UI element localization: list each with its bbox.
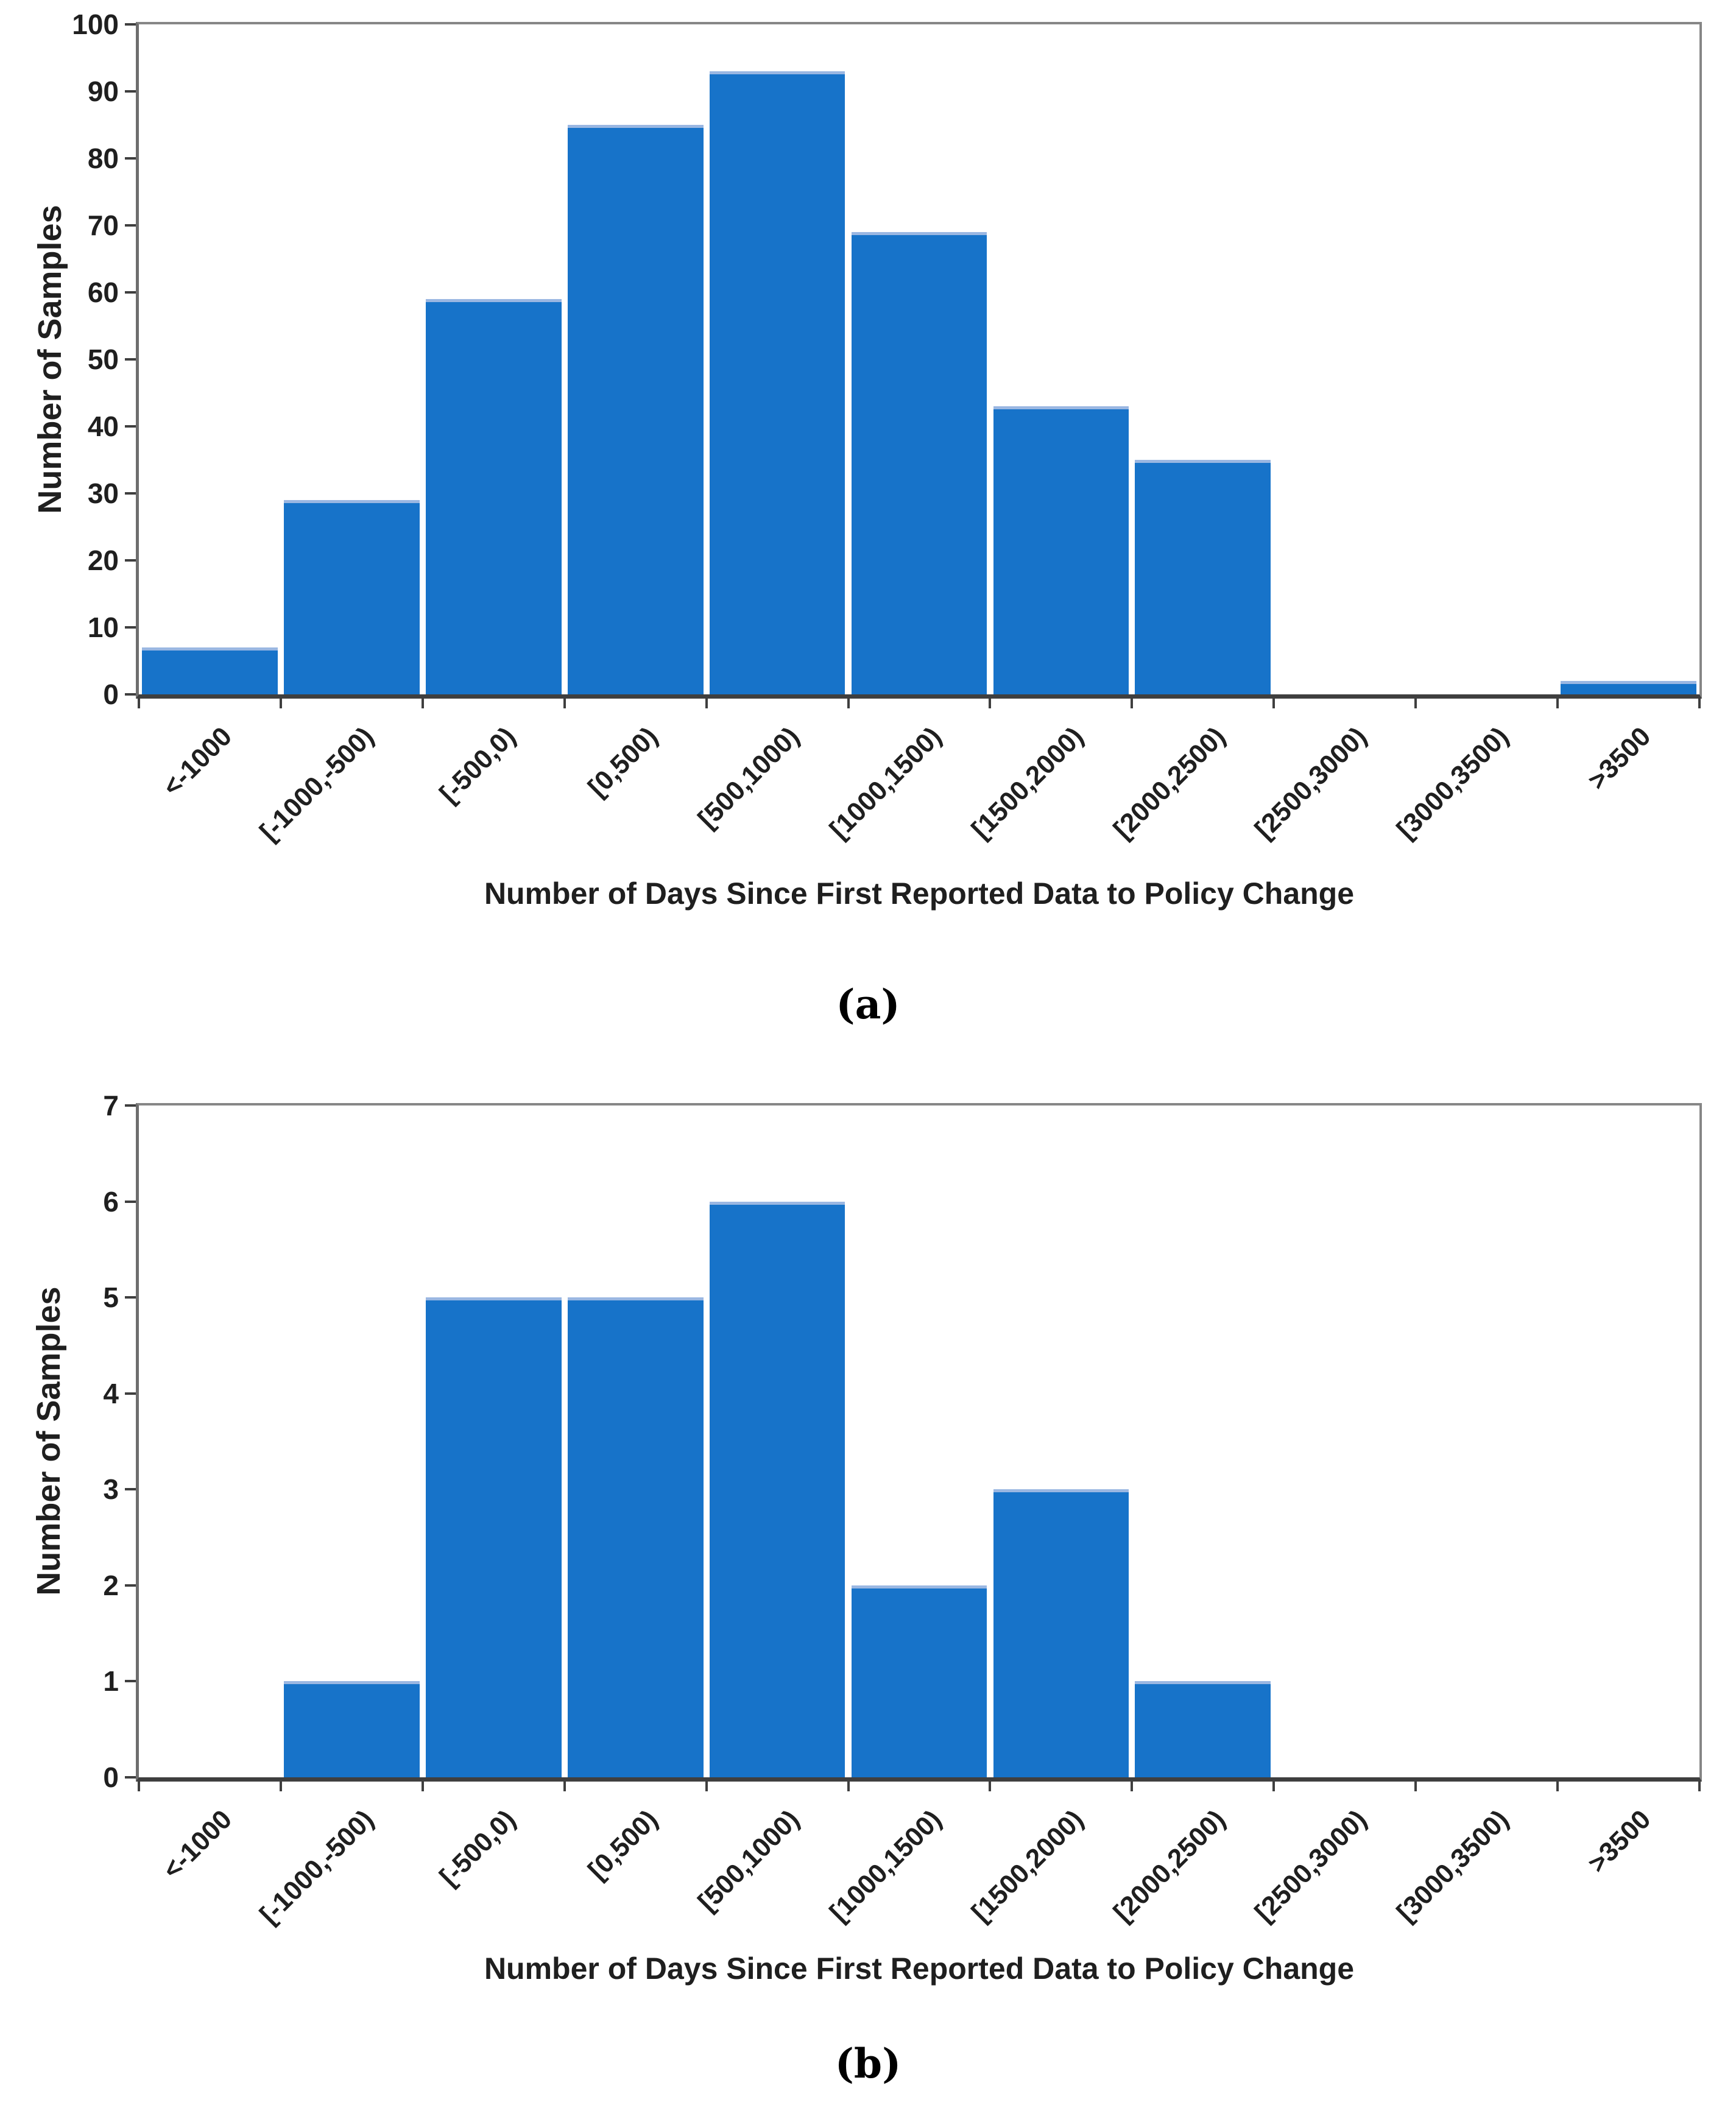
y-tick-mark bbox=[125, 291, 136, 294]
x-tick-label: >3500 bbox=[1582, 1804, 1657, 1879]
y-tick-mark bbox=[125, 492, 136, 495]
y-tick-label: 7 bbox=[103, 1090, 119, 1121]
bar-[1000,1500) bbox=[851, 1585, 987, 1777]
y-axis-title: Number of Samples bbox=[30, 1286, 67, 1596]
y-tick-label: 0 bbox=[103, 679, 119, 710]
y-tick-label: 5 bbox=[103, 1282, 119, 1314]
x-tick-label: [1500,2000) bbox=[965, 1804, 1089, 1928]
y-tick-label: 1 bbox=[103, 1665, 119, 1698]
x-tick-mark bbox=[989, 699, 992, 708]
x-tick-mark bbox=[421, 699, 424, 708]
panel-caption-b: (b) bbox=[834, 2040, 902, 2087]
x-tick-mark bbox=[1272, 699, 1276, 708]
x-tick-mark bbox=[705, 699, 708, 708]
y-tick-mark bbox=[125, 1296, 136, 1299]
y-tick-label: 0 bbox=[103, 1761, 119, 1793]
y-tick-mark bbox=[125, 693, 136, 696]
y-tick-label: 40 bbox=[87, 411, 119, 442]
x-tick-label: <-1000 bbox=[157, 1804, 238, 1885]
bar-<-1000 bbox=[142, 647, 278, 694]
bar-[1500,2000) bbox=[993, 406, 1129, 694]
y-tick-label: 90 bbox=[87, 76, 119, 107]
y-tick-mark bbox=[125, 626, 136, 629]
y-tick-label: 60 bbox=[87, 277, 119, 308]
y-tick-mark bbox=[125, 1584, 136, 1587]
x-tick-mark bbox=[563, 1782, 566, 1791]
x-tick-mark bbox=[279, 1782, 282, 1791]
y-tick-mark bbox=[125, 559, 136, 562]
y-tick-label: 20 bbox=[87, 545, 119, 576]
x-tick-label: [-1000,-500) bbox=[254, 1804, 380, 1930]
y-tick-label: 6 bbox=[103, 1185, 119, 1218]
x-tick-mark bbox=[847, 699, 850, 708]
y-tick-mark bbox=[125, 1104, 136, 1107]
bar-[1000,1500) bbox=[851, 232, 987, 694]
x-axis-title: Number of Days Since First Reported Data… bbox=[484, 1952, 1355, 1986]
x-tick-mark bbox=[1272, 1782, 1276, 1791]
y-tick-label: 3 bbox=[103, 1473, 119, 1506]
x-axis-title: Number of Days Since First Reported Data… bbox=[484, 876, 1355, 911]
x-tick-mark bbox=[279, 699, 282, 708]
y-tick-mark bbox=[125, 23, 136, 26]
y-tick-mark bbox=[125, 224, 136, 227]
y-tick-label: 80 bbox=[87, 143, 119, 174]
bar-[500,1000) bbox=[709, 71, 845, 694]
x-tick-label: [1000,1500) bbox=[824, 1804, 947, 1928]
y-tick-label: 10 bbox=[87, 612, 119, 643]
bar-[2000,2500) bbox=[1135, 1681, 1271, 1777]
x-tick-mark bbox=[138, 1782, 140, 1791]
bar->3500 bbox=[1561, 681, 1696, 694]
x-tick-label: [2500,3000) bbox=[1249, 1804, 1373, 1928]
y-tick-mark bbox=[125, 1488, 136, 1491]
panel-caption-a: (a) bbox=[836, 981, 900, 1028]
x-tick-label: [-500,0) bbox=[434, 1804, 522, 1892]
y-tick-mark bbox=[125, 425, 136, 428]
y-tick-mark bbox=[125, 1200, 136, 1203]
x-tick-label: [2000,2500) bbox=[1107, 1804, 1231, 1928]
bar-[-1000,-500) bbox=[284, 1681, 420, 1777]
y-tick-label: 2 bbox=[103, 1569, 119, 1601]
bar-[1500,2000) bbox=[993, 1489, 1129, 1777]
y-tick-mark bbox=[125, 358, 136, 361]
y-tick-label: 30 bbox=[87, 478, 119, 509]
x-tick-mark bbox=[1131, 699, 1134, 708]
bar-[0,500) bbox=[567, 1297, 704, 1777]
x-tick-label: [0,500) bbox=[582, 1804, 664, 1886]
x-tick-mark bbox=[705, 1782, 708, 1791]
y-tick-label: 4 bbox=[103, 1377, 119, 1409]
x-tick-mark bbox=[1414, 699, 1417, 708]
y-tick-label: 100 bbox=[72, 9, 119, 40]
x-tick-mark bbox=[1556, 699, 1559, 708]
y-tick-mark bbox=[125, 157, 136, 160]
x-tick-mark bbox=[138, 699, 140, 708]
x-tick-mark bbox=[1414, 1782, 1417, 1791]
x-tick-label: [500,1000) bbox=[692, 1804, 806, 1917]
x-tick-mark bbox=[421, 1782, 424, 1791]
x-tick-mark bbox=[847, 1782, 850, 1791]
bar-[500,1000) bbox=[709, 1201, 845, 1777]
y-tick-label: 50 bbox=[87, 344, 119, 375]
bar-[0,500) bbox=[567, 125, 704, 694]
y-tick-mark bbox=[125, 1680, 136, 1683]
x-tick-label: [3000,3500) bbox=[1391, 1804, 1515, 1928]
bar-[-500,0) bbox=[425, 299, 562, 694]
y-tick-label: 70 bbox=[87, 210, 119, 241]
y-tick-mark bbox=[125, 1776, 136, 1779]
x-tick-mark bbox=[563, 699, 566, 708]
x-tick-mark bbox=[1698, 699, 1701, 708]
bar-[2000,2500) bbox=[1135, 460, 1271, 694]
bar-[-1000,-500) bbox=[284, 500, 420, 694]
x-tick-mark bbox=[989, 1782, 992, 1791]
x-tick-mark bbox=[1698, 1782, 1701, 1791]
x-tick-mark bbox=[1131, 1782, 1134, 1791]
y-tick-mark bbox=[125, 90, 136, 93]
bar-[-500,0) bbox=[425, 1297, 562, 1777]
y-tick-mark bbox=[125, 1392, 136, 1395]
x-tick-mark bbox=[1556, 1782, 1559, 1791]
